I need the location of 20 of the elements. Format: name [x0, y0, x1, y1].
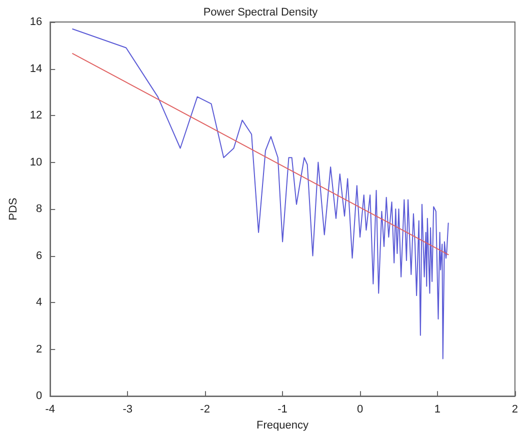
y-tick-label: 0	[36, 390, 42, 402]
y-tick-label: 14	[30, 62, 42, 75]
y-tick-label: 12	[30, 110, 42, 122]
y-tick-label: 16	[30, 16, 42, 28]
x-axis-title: Frequency	[256, 420, 310, 432]
y-tick-label: 8	[36, 203, 42, 216]
y-tick-label: 10	[30, 156, 42, 168]
y-axis-title: PDS	[8, 198, 20, 220]
x-tick-label: -3	[122, 404, 132, 416]
y-tick-label: 4	[36, 296, 42, 309]
y-tick-label: 6	[36, 250, 42, 262]
x-tick-label: -1	[278, 404, 288, 416]
y-tick-label: 2	[36, 343, 42, 356]
line-series	[72, 28, 449, 360]
x-tick-label: -4	[45, 404, 56, 416]
x-tick-label: 1	[434, 404, 441, 416]
x-tick-label: 0	[356, 404, 364, 416]
x-tick-label: 2	[512, 404, 518, 416]
x-tick-label: -2	[200, 404, 210, 416]
chart-title: Power Spectral Density	[203, 6, 318, 18]
